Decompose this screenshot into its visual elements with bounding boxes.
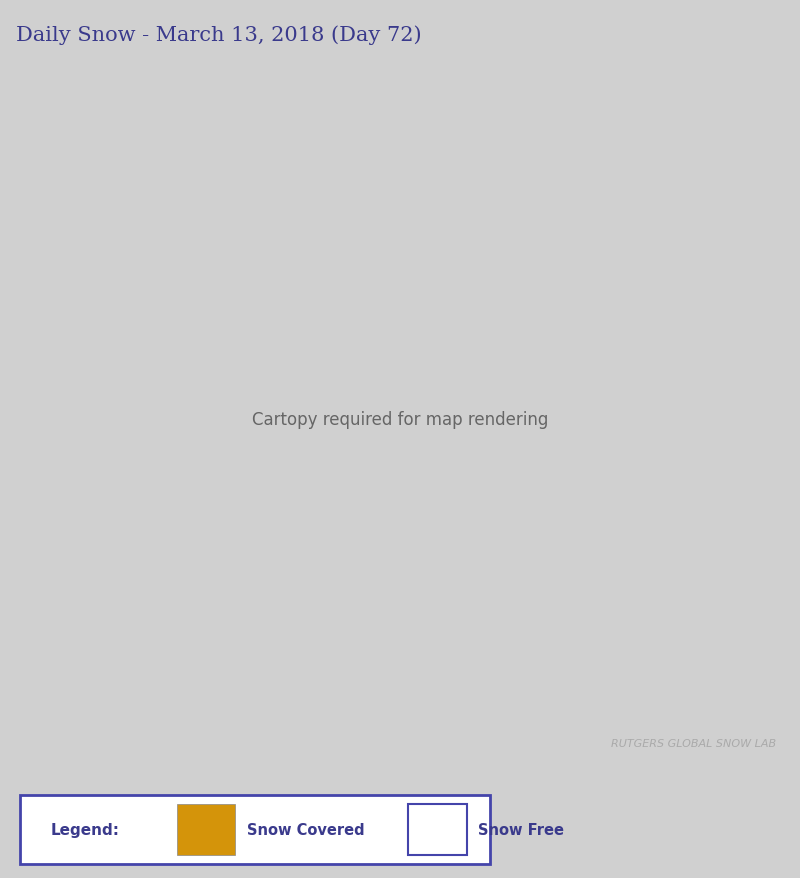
Text: RUTGERS GLOBAL SNOW LAB: RUTGERS GLOBAL SNOW LAB (611, 738, 776, 748)
Text: Snow Free: Snow Free (478, 822, 565, 838)
Text: Cartopy required for map rendering: Cartopy required for map rendering (252, 410, 548, 428)
Text: Legend:: Legend: (51, 822, 120, 838)
FancyBboxPatch shape (177, 804, 235, 855)
FancyBboxPatch shape (20, 795, 490, 865)
Text: Snow Covered: Snow Covered (247, 822, 365, 838)
Text: Daily Snow - March 13, 2018 (Day 72): Daily Snow - March 13, 2018 (Day 72) (16, 25, 422, 45)
FancyBboxPatch shape (408, 804, 466, 855)
